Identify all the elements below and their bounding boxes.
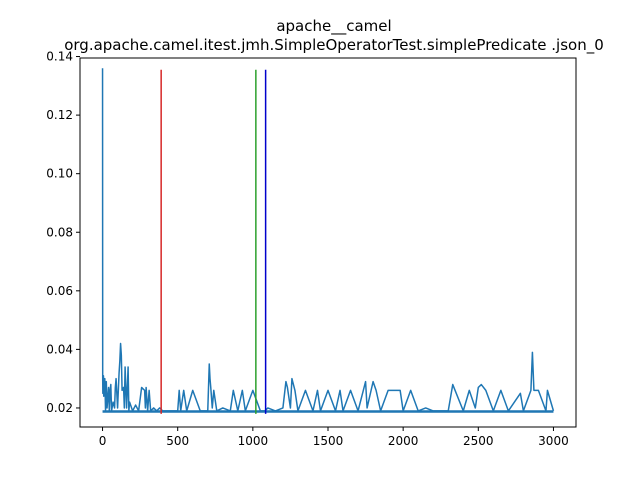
x-tick-label: 2000 [388, 434, 419, 448]
y-tick-label: 0.06 [46, 284, 73, 298]
y-tick-label: 0.02 [46, 401, 73, 415]
x-tick-label: 1500 [313, 434, 344, 448]
x-tick-label: 3000 [538, 434, 569, 448]
y-tick-label: 0.08 [46, 225, 73, 239]
plot-area [101, 68, 555, 414]
x-tick-label: 2500 [463, 434, 494, 448]
y-axis: 0.02 0.04 0.06 0.08 0.10 0.12 0.14 [46, 50, 80, 415]
y-tick-label: 0.12 [46, 108, 73, 122]
x-tick-label: 500 [166, 434, 189, 448]
series-line-0 [101, 68, 555, 412]
y-tick-label: 0.10 [46, 167, 73, 181]
plot-frame [79, 57, 577, 428]
chart-title-line2: org.apache.camel.itest.jmh.SimpleOperato… [64, 36, 604, 55]
x-tick-label: 1000 [238, 434, 269, 448]
y-tick-label: 0.14 [46, 50, 73, 64]
y-tick-label: 0.04 [46, 342, 73, 356]
x-tick-label: 0 [99, 434, 107, 448]
chart-title-line1: apache__camel [276, 17, 391, 36]
x-axis: 0 500 1000 1500 2000 2500 3000 [99, 427, 569, 448]
